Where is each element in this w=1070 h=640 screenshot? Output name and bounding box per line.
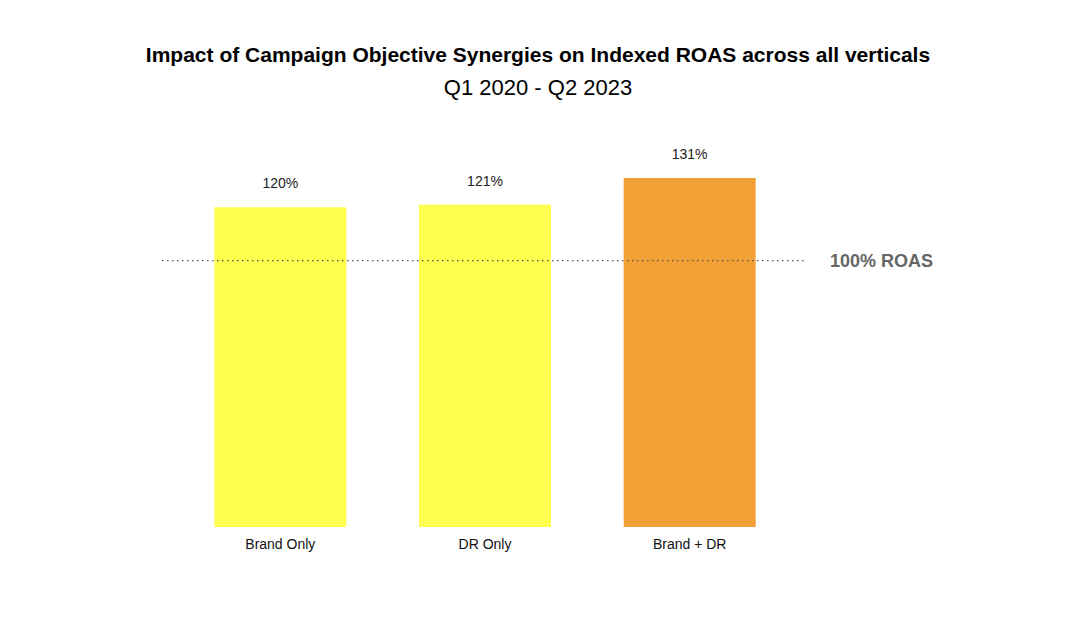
data-label: 121% — [467, 173, 503, 189]
chart-title: Impact of Campaign Objective Synergies o… — [146, 43, 930, 66]
bar — [214, 207, 346, 527]
bar — [624, 178, 756, 527]
bar — [419, 205, 551, 527]
chart-subtitle: Q1 2020 - Q2 2023 — [444, 75, 632, 100]
category-label: Brand Only — [245, 536, 315, 552]
category-label: DR Only — [459, 536, 512, 552]
chart-container: Impact of Campaign Objective Synergies o… — [0, 0, 1070, 640]
reference-line — [162, 260, 805, 261]
data-label: 120% — [262, 175, 298, 191]
chart-svg: Impact of Campaign Objective Synergies o… — [0, 0, 1070, 640]
category-label: Brand + DR — [653, 536, 727, 552]
reference-label: 100% ROAS — [830, 251, 933, 271]
data-label: 131% — [672, 146, 708, 162]
bars — [214, 178, 755, 527]
